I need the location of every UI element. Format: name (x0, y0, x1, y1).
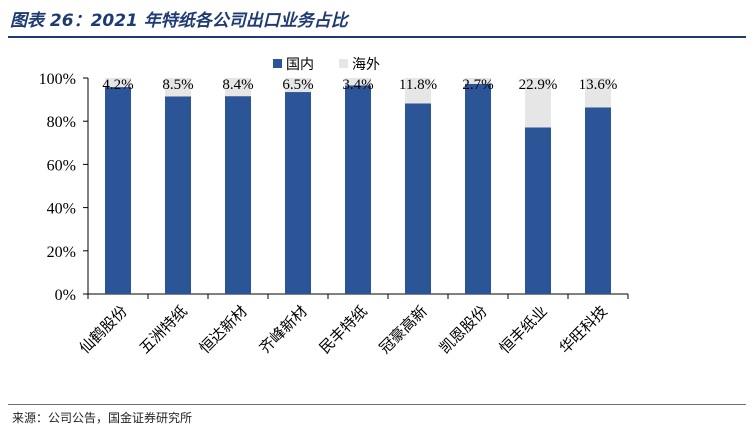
x-category-label: 齐峰新材 (256, 302, 311, 357)
bar-domestic (165, 96, 191, 294)
y-tick-label: 0% (55, 287, 76, 304)
bar-overseas (285, 78, 311, 93)
legend-swatch (273, 59, 282, 68)
bar-domestic (225, 96, 251, 294)
x-category-label: 五洲特纸 (136, 302, 191, 357)
legend-label: 国内 (286, 57, 314, 73)
data-label: 11.8% (399, 77, 437, 93)
bar-overseas (525, 78, 551, 128)
y-tick-label: 100% (39, 71, 76, 88)
x-category-label: 冠豪高新 (376, 302, 431, 357)
x-category-label: 凯恩股份 (436, 302, 491, 357)
y-tick-label: 40% (47, 201, 76, 218)
bar-domestic (465, 83, 491, 294)
data-label: 13.6% (579, 77, 618, 93)
bar-domestic (345, 85, 371, 295)
legend-swatch (339, 59, 348, 68)
data-label: 2.7% (462, 77, 493, 93)
data-label: 3.4% (342, 77, 373, 93)
chart-title: 图表 26：2021 年特纸各公司出口业务占比 (10, 11, 348, 31)
bar-overseas (165, 78, 191, 97)
bar-overseas (585, 78, 611, 108)
source-divider (8, 404, 746, 405)
data-label: 4.2% (102, 77, 133, 93)
bar-overseas (105, 78, 131, 88)
x-category-label: 华旺科技 (556, 302, 611, 357)
x-category-label: 民丰特纸 (316, 302, 371, 357)
stacked-bar-chart: 国内 海外 0% 20% 40% 60% 80% 100% 4.2% 仙鹤股份 8.5% 五洲特纸… (39, 57, 629, 357)
bar-domestic (525, 127, 551, 295)
y-tick-label: 80% (47, 114, 76, 131)
data-label: 8.4% (222, 77, 253, 93)
legend-label: 海外 (352, 57, 380, 73)
title-bar: 图表 26：2021 年特纸各公司出口业务占比 (8, 0, 746, 38)
data-label: 6.5% (282, 77, 313, 93)
bar-domestic (585, 107, 611, 294)
bar-overseas (405, 78, 431, 104)
data-label: 22.9% (519, 77, 558, 93)
bar-domestic (285, 92, 311, 294)
y-tick-label: 20% (47, 244, 76, 261)
x-category-label: 恒丰纸业 (496, 302, 551, 357)
source-note: 来源：公司公告，国金证券研究所 (12, 411, 193, 425)
x-category-label: 恒达新材 (196, 302, 251, 357)
bar-domestic (405, 103, 431, 294)
bar-overseas (345, 78, 371, 86)
y-tick-label: 60% (47, 157, 76, 174)
data-label: 8.5% (162, 77, 193, 93)
legend: 国内 海外 (273, 57, 380, 73)
bar-domestic (105, 87, 131, 295)
x-category-label: 仙鹤股份 (76, 302, 131, 357)
bar-overseas (225, 78, 251, 97)
bars (105, 78, 611, 295)
bar-overseas (465, 78, 491, 84)
